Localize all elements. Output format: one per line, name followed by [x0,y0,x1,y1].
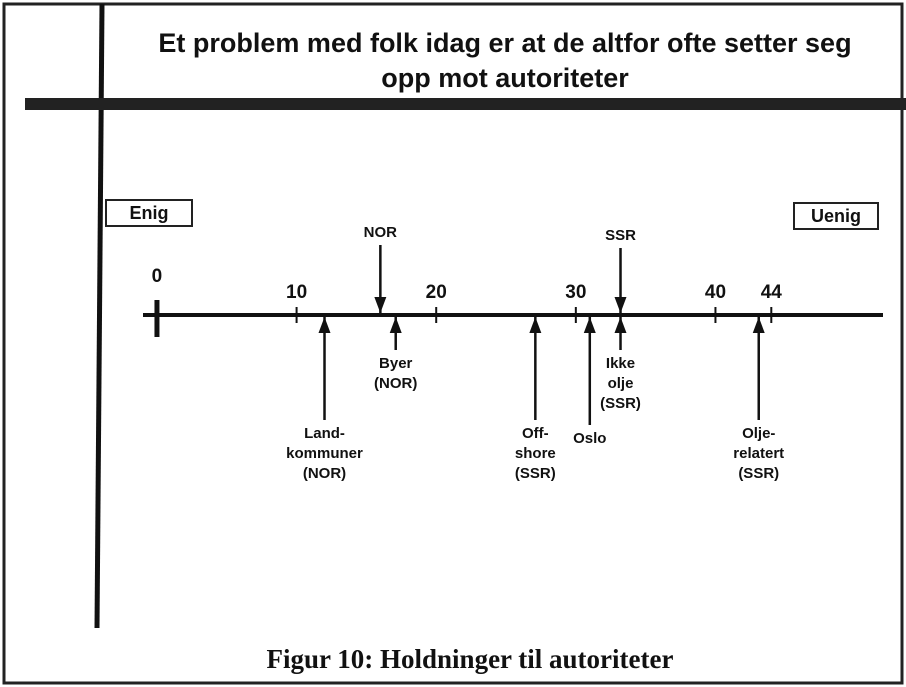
arrow-head [752,317,765,333]
title-line: Et problem med folk idag er at de altfor… [158,28,851,58]
marker-label: (NOR) [303,465,346,482]
x-tick-label: 10 [286,282,307,303]
x-tick-label: 20 [426,282,447,303]
arrow-head [614,317,627,333]
marker-label: SSR [605,227,636,244]
marker-label: Oslo [573,430,606,447]
x-tick-label: 30 [565,282,586,303]
marker-label: olje [608,375,634,392]
marker-label: (NOR) [374,375,417,392]
arrow-head [583,317,596,333]
left-box [105,199,193,227]
arrow-head [389,317,402,333]
marker-label: Ikke [606,355,635,372]
arrow-head [374,297,387,313]
vertical-rule [94,3,105,629]
arrow-head [529,317,542,333]
marker-label: NOR [364,224,398,241]
horizontal-band [25,98,906,110]
arrow-head [318,317,331,333]
marker-label: (SSR) [600,395,641,412]
marker-label: shore [515,445,556,462]
marker-label: Off- [522,425,549,442]
arrow-head [614,297,627,313]
marker-label: kommuner [286,445,363,462]
right-box [793,202,879,230]
x-tick-label: 40 [705,282,726,303]
marker-label: Olje- [742,425,775,442]
x-tick-label: 44 [761,282,783,303]
right-label: Uenig [811,206,861,226]
left-label: Enig [130,203,169,223]
marker-label: (SSR) [738,465,779,482]
caption: Figur 10: Holdninger til autoriteter [267,644,674,674]
marker-label: Byer [379,355,413,372]
marker-label: relatert [733,445,784,462]
x-tick-label: 0 [152,266,163,287]
title-line: opp mot autoriteter [381,63,629,93]
marker-label: (SSR) [515,465,556,482]
marker-label: Land- [304,425,345,442]
